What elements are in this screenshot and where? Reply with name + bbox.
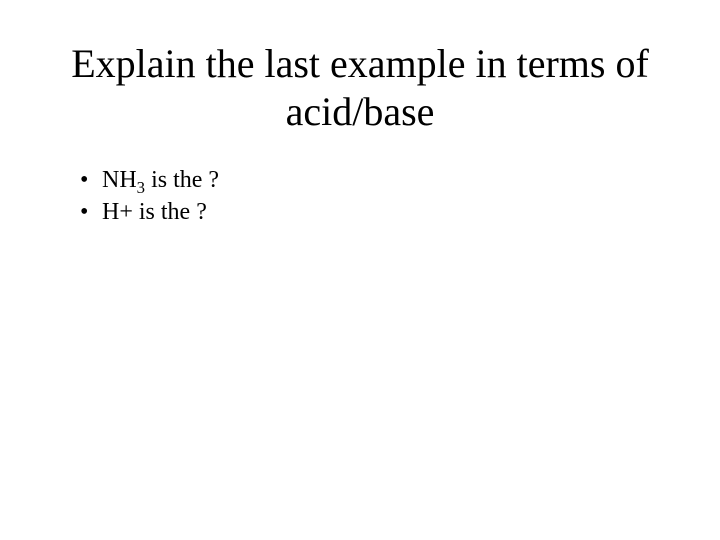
list-item: NH3 is the ? [80, 164, 670, 196]
bullet-text-pre: H+ is the ? [102, 199, 207, 225]
bullet-subscript: 3 [137, 178, 145, 197]
bullet-list: NH3 is the ? H+ is the ? [50, 164, 670, 229]
bullet-text-pre: NH [102, 167, 137, 193]
bullet-text-post: is the ? [145, 167, 219, 193]
slide-title: Explain the last example in terms of aci… [50, 40, 670, 136]
slide: Explain the last example in terms of aci… [0, 0, 720, 540]
list-item: H+ is the ? [80, 196, 670, 228]
